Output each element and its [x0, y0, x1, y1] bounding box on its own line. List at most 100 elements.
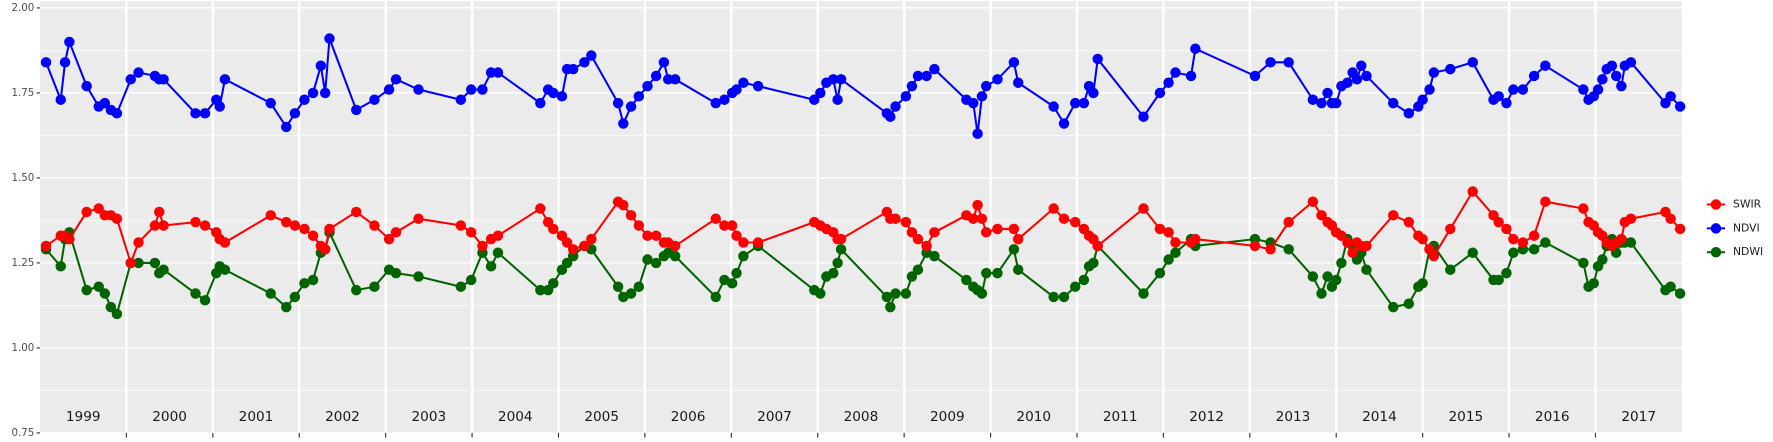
data-point: [726, 220, 738, 231]
data-point: [1283, 216, 1294, 228]
data-point: [465, 227, 477, 238]
data-point: [1597, 74, 1608, 85]
data-point: [383, 233, 395, 245]
data-point: [1493, 274, 1504, 286]
data-point: [64, 36, 75, 48]
data-point: [133, 257, 144, 269]
data-point: [738, 250, 749, 262]
data-point: [1501, 267, 1512, 279]
data-point: [738, 77, 749, 88]
data-point: [992, 74, 1003, 85]
data-point: [477, 84, 488, 95]
data-point: [1493, 216, 1504, 228]
data-point: [710, 213, 721, 224]
data-point: [929, 250, 940, 262]
data-point: [455, 281, 467, 292]
data-point: [319, 244, 331, 255]
data-point: [1078, 274, 1090, 286]
data-point: [1388, 210, 1399, 221]
data-point: [93, 203, 104, 214]
data-point: [1388, 97, 1399, 109]
data-point: [55, 94, 66, 105]
data-point: [633, 91, 645, 102]
data-point: [1185, 70, 1197, 82]
data-point: [642, 80, 653, 92]
data-point: [1265, 57, 1276, 68]
data-point: [299, 223, 310, 235]
data-point: [809, 94, 820, 105]
data-point: [1138, 288, 1149, 299]
data-point: [881, 291, 893, 303]
data-point: [111, 108, 123, 119]
data-point: [111, 308, 123, 320]
data-point: [1078, 97, 1090, 109]
data-point: [1625, 213, 1637, 224]
data-point: [369, 281, 380, 292]
y-tick-label: 0.75: [12, 428, 35, 439]
data-point: [40, 240, 52, 252]
data-point: [1190, 233, 1201, 245]
data-point: [906, 80, 918, 92]
data-point: [219, 74, 231, 85]
data-point: [149, 257, 161, 269]
data-point: [351, 206, 362, 218]
data-point: [912, 233, 924, 245]
data-point: [1610, 70, 1622, 82]
data-point: [324, 223, 335, 235]
data-point: [1092, 53, 1103, 65]
data-point: [650, 230, 662, 241]
data-point: [719, 94, 730, 105]
data-point: [1665, 281, 1676, 292]
data-point: [299, 94, 310, 105]
data-point: [1351, 74, 1363, 85]
legend-label: SWIR: [1733, 198, 1762, 211]
data-point: [625, 101, 637, 112]
data-point: [351, 284, 362, 296]
data-point: [642, 230, 653, 241]
y-tick-label: 1.25: [12, 258, 35, 269]
legend-marker: [1710, 247, 1722, 258]
data-point: [972, 199, 983, 211]
data-point: [968, 213, 979, 224]
data-point: [1625, 237, 1637, 248]
data-point: [351, 104, 362, 116]
legend-marker: [1710, 199, 1722, 210]
data-point: [885, 301, 896, 313]
data-point: [1092, 240, 1103, 252]
data-point: [289, 291, 301, 303]
data-point: [752, 80, 764, 92]
data-point: [1517, 237, 1529, 248]
data-point: [612, 97, 624, 109]
data-point: [219, 264, 231, 275]
data-point: [1170, 67, 1181, 78]
data-point: [1342, 77, 1353, 88]
data-point: [669, 74, 681, 85]
data-point: [289, 220, 301, 231]
data-point: [1445, 223, 1456, 235]
x-tick-label: 2003: [412, 409, 447, 425]
y-tick-label: 1.50: [12, 173, 35, 184]
data-point: [465, 274, 477, 286]
data-point: [324, 33, 335, 44]
data-point: [190, 288, 201, 299]
data-point: [669, 240, 681, 252]
data-point: [390, 267, 402, 279]
data-point: [125, 74, 136, 85]
data-point: [1008, 57, 1020, 68]
data-point: [1154, 87, 1166, 99]
data-point: [1588, 278, 1599, 289]
data-point: [561, 257, 573, 269]
data-point: [1540, 60, 1551, 71]
data-point: [968, 97, 979, 109]
x-tick-label: 2002: [325, 409, 360, 425]
x-tick-label: 2004: [498, 409, 533, 425]
data-point: [1316, 97, 1327, 109]
data-point: [835, 244, 847, 255]
data-point: [149, 220, 161, 231]
data-point: [1501, 97, 1512, 109]
data-point: [1592, 84, 1604, 95]
x-tick-label: 2000: [152, 409, 187, 425]
data-point: [1467, 247, 1478, 258]
data-point: [1403, 108, 1415, 119]
data-point: [485, 261, 497, 272]
